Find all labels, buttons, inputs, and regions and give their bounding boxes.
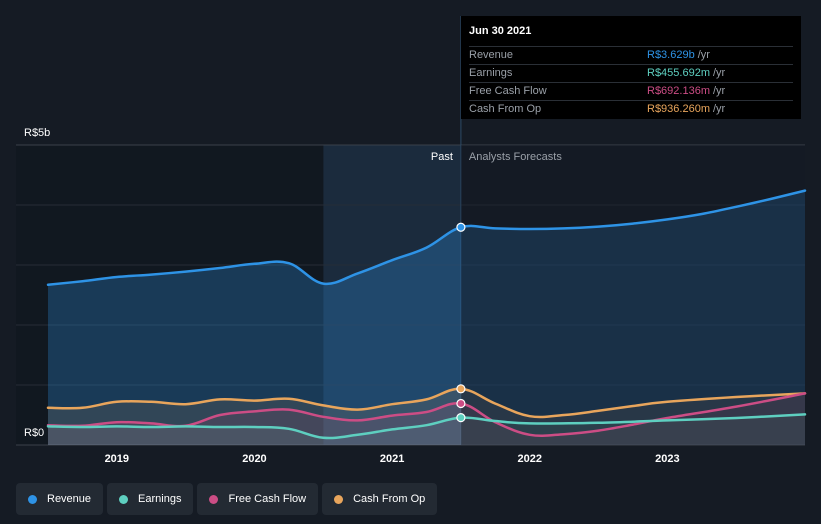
legend-item-earnings[interactable]: Earnings: [107, 483, 194, 515]
tooltip-date: Jun 30 2021: [469, 24, 793, 47]
earnings-marker: [456, 413, 466, 423]
forecast-label: Analysts Forecasts: [469, 151, 562, 163]
legend-item-free-cash-flow[interactable]: Free Cash Flow: [197, 483, 319, 515]
legend-label: Free Cash Flow: [228, 493, 307, 505]
tooltip-label: Earnings: [469, 67, 513, 79]
x-tick-label: 2020: [242, 453, 266, 465]
tooltip-value: R$692.136m: [647, 85, 710, 97]
tooltip-label: Cash From Op: [469, 103, 542, 115]
free-cash-flow-line: [46, 392, 807, 438]
tooltip-value: R$3.629b: [647, 49, 695, 61]
tooltip-unit: /yr: [713, 85, 726, 97]
tooltip-row-revenue: Revenue R$3.629b /yr: [469, 47, 793, 65]
tooltip-row-earnings: Earnings R$455.692m /yr: [469, 65, 793, 83]
earnings-dot-icon: [119, 494, 129, 504]
x-tick-label: 2021: [380, 453, 404, 465]
cash-from-op-line: [46, 387, 807, 419]
legend-item-revenue[interactable]: Revenue: [16, 483, 104, 515]
x-tick-label: 2019: [105, 453, 129, 465]
x-tick-label: 2023: [655, 453, 679, 465]
free-cash-flow-area: [48, 393, 805, 445]
tooltip-row-cash-from-op: Cash From Op R$936.260m /yr: [469, 101, 793, 118]
legend-label: Revenue: [47, 493, 92, 505]
cash-from-op-dot-icon: [334, 494, 344, 504]
revenue-dot-icon: [28, 494, 37, 504]
revenue-marker: [456, 222, 466, 232]
tooltip: Jun 30 2021 Revenue R$3.629b /yr Earning…: [461, 16, 801, 119]
legend-label: Cash From Op: [353, 493, 426, 505]
tooltip-unit: /yr: [713, 67, 726, 79]
tooltip-row-free-cash-flow: Free Cash Flow R$692.136m /yr: [469, 83, 793, 101]
cash-from-op-area: [48, 388, 805, 445]
earnings-area: [48, 414, 805, 445]
earnings-line: [46, 413, 807, 440]
legend: Revenue Earnings Free Cash Flow Cash Fro…: [16, 483, 438, 515]
cash-from-op-marker: [456, 384, 466, 394]
past-label: Past: [431, 151, 453, 163]
forecast-overlay: [460, 145, 805, 445]
free-cash-flow-marker: [456, 398, 466, 409]
legend-label: Earnings: [138, 493, 182, 505]
legend-item-cash-from-op[interactable]: Cash From Op: [322, 483, 438, 515]
tooltip-label: Revenue: [469, 49, 514, 61]
revenue-line: [46, 189, 807, 287]
y-axis-bottom-label: R$0: [24, 427, 44, 439]
y-axis-top-label: R$5b: [24, 127, 50, 139]
revenue-area: [48, 190, 805, 445]
free-cash-flow-dot-icon: [209, 494, 219, 504]
x-tick-label: 2022: [517, 453, 541, 465]
tooltip-value: R$936.260m: [647, 103, 710, 115]
tooltip-unit: /yr: [713, 103, 726, 115]
tooltip-label: Free Cash Flow: [469, 85, 547, 97]
tooltip-unit: /yr: [697, 49, 710, 61]
tooltip-value: R$455.692m: [647, 67, 710, 79]
past-region: [16, 145, 324, 445]
